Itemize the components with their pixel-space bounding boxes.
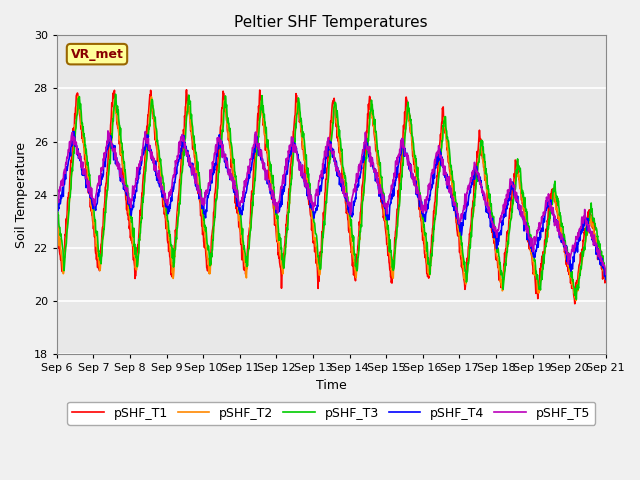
pSHF_T4 — [602, 276, 609, 282]
pSHF_T2 — [53, 216, 61, 222]
Line: pSHF_T4: pSHF_T4 — [57, 132, 605, 279]
pSHF_T4 — [417, 202, 424, 208]
pSHF_T3 — [237, 212, 244, 217]
pSHF_T3 — [537, 279, 545, 285]
pSHF_T4 — [69, 129, 77, 134]
Text: VR_met: VR_met — [70, 48, 124, 60]
pSHF_T2 — [74, 94, 82, 99]
pSHF_T3 — [175, 200, 183, 206]
pSHF_T1 — [53, 218, 61, 224]
pSHF_T4 — [488, 216, 496, 221]
pSHF_T1 — [571, 301, 579, 307]
pSHF_T1 — [488, 221, 496, 227]
pSHF_T2 — [572, 298, 580, 303]
pSHF_T1 — [175, 191, 183, 196]
Line: pSHF_T5: pSHF_T5 — [57, 131, 605, 275]
pSHF_T4 — [162, 204, 170, 209]
X-axis label: Time: Time — [316, 379, 347, 392]
pSHF_T2 — [537, 276, 545, 281]
pSHF_T2 — [488, 221, 496, 227]
pSHF_T3 — [572, 297, 580, 302]
pSHF_T2 — [417, 209, 424, 215]
pSHF_T5 — [417, 195, 424, 201]
pSHF_T5 — [53, 194, 61, 200]
pSHF_T5 — [537, 221, 545, 227]
pSHF_T3 — [417, 197, 424, 203]
pSHF_T3 — [488, 213, 496, 218]
pSHF_T3 — [162, 198, 170, 204]
pSHF_T4 — [537, 227, 545, 232]
pSHF_T5 — [602, 272, 609, 277]
pSHF_T2 — [237, 228, 244, 234]
Line: pSHF_T3: pSHF_T3 — [57, 94, 605, 300]
Line: pSHF_T1: pSHF_T1 — [57, 90, 605, 304]
pSHF_T1 — [417, 214, 424, 219]
pSHF_T3 — [112, 91, 120, 97]
pSHF_T1 — [182, 87, 190, 93]
pSHF_T3 — [53, 206, 61, 212]
pSHF_T4 — [237, 207, 244, 213]
Legend: pSHF_T1, pSHF_T2, pSHF_T3, pSHF_T4, pSHF_T5: pSHF_T1, pSHF_T2, pSHF_T3, pSHF_T4, pSHF… — [67, 402, 595, 425]
pSHF_T3 — [602, 270, 609, 276]
pSHF_T1 — [162, 216, 170, 222]
pSHF_T5 — [488, 220, 496, 226]
Y-axis label: Soil Temperature: Soil Temperature — [15, 142, 28, 248]
pSHF_T5 — [175, 150, 183, 156]
Line: pSHF_T2: pSHF_T2 — [57, 96, 605, 300]
pSHF_T5 — [162, 199, 170, 204]
pSHF_T5 — [104, 128, 112, 134]
pSHF_T1 — [237, 240, 244, 246]
pSHF_T4 — [53, 199, 61, 205]
pSHF_T1 — [537, 261, 545, 267]
pSHF_T1 — [602, 274, 609, 279]
Title: Peltier SHF Temperatures: Peltier SHF Temperatures — [234, 15, 428, 30]
pSHF_T2 — [175, 199, 183, 204]
pSHF_T4 — [175, 156, 183, 162]
pSHF_T2 — [162, 212, 170, 217]
pSHF_T2 — [602, 276, 609, 282]
pSHF_T5 — [237, 199, 244, 205]
